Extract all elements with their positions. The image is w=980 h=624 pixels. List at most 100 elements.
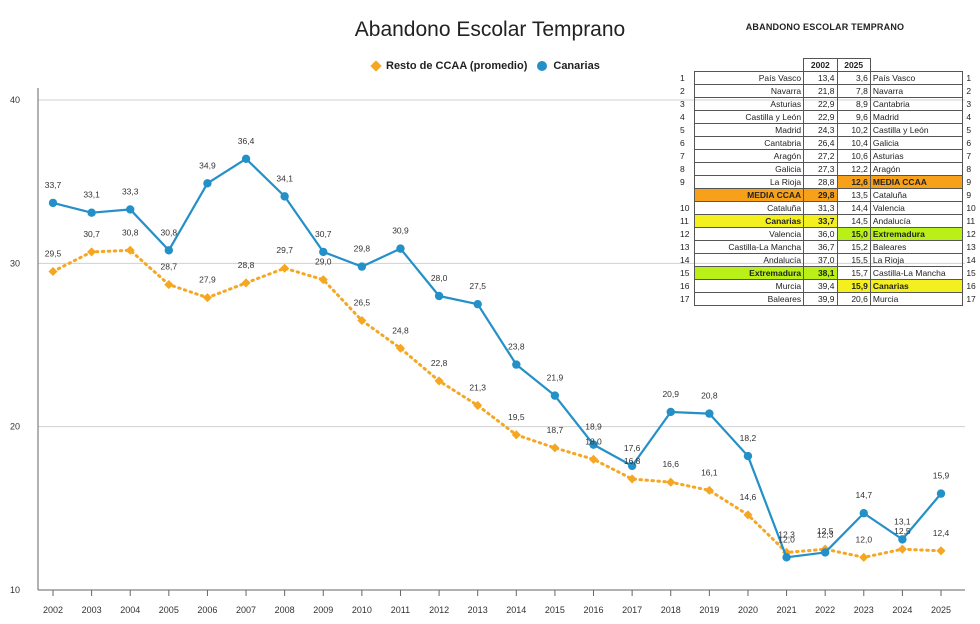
data-point-canarias: [473, 299, 482, 309]
data-point-canarias: [48, 198, 58, 208]
rank-left: 15: [680, 268, 690, 278]
data-point-canarias: [589, 440, 598, 449]
rank-left: 17: [680, 294, 690, 304]
x-tick-label: 2003: [82, 605, 102, 615]
region-2002: La Rioja: [693, 175, 805, 189]
data-point-canarias: [87, 208, 96, 217]
table-row: 16 Murcia 39,4 15,9 Canarias 16: [678, 279, 980, 293]
legend: Resto de CCAA (promedio) Canarias: [370, 60, 600, 72]
region-2025: Valencia: [869, 201, 964, 215]
x-tick-label: 2012: [429, 605, 449, 615]
axes: 10 20 30 40 2002 2003 2004 2005 2006 2007 2008 2009…: [10, 88, 951, 615]
data-point-resto: [202, 293, 212, 303]
data-label: 20,8: [701, 391, 718, 401]
region-2025: Andalucía: [869, 214, 964, 228]
region-2002: Aragón: [693, 149, 805, 163]
value-2002: 36,0: [803, 227, 838, 241]
region-2025: Navarra: [869, 84, 964, 98]
data-label: 33,3: [122, 186, 139, 196]
rank-right: 12: [966, 229, 976, 239]
data-label: 22,8: [431, 358, 448, 368]
y-tick-label: 20: [10, 422, 20, 432]
data-label: 27,5: [469, 281, 486, 291]
table-row: 7 Aragón 27,2 10,6 Asturias 7: [678, 149, 980, 163]
value-2025: 15,5: [836, 253, 871, 267]
value-2002: 33,7: [803, 214, 838, 228]
data-point-resto: [897, 544, 907, 554]
x-tick-label: 2014: [506, 605, 526, 615]
x-tick-label: 2011: [391, 605, 410, 615]
data-label: 18,7: [547, 425, 564, 435]
data-point-canarias: [319, 247, 328, 257]
data-label: 12,5: [817, 526, 834, 536]
data-point-canarias: [164, 246, 174, 255]
value-2025: 15,7: [836, 266, 871, 280]
data-label: 33,7: [45, 180, 62, 190]
table-row: 15 Extremadura 38,1 15,7 Castilla-La Mancha 1…: [678, 266, 980, 280]
series-line-canarias: [51, 157, 943, 559]
value-2025: 7,8: [836, 84, 871, 98]
data-label: 28,0: [431, 273, 448, 283]
data-point-resto: [164, 280, 174, 290]
value-2002: 36,7: [803, 240, 838, 254]
table-title: ABANDONO ESCOLAR TEMPRANO: [745, 22, 905, 32]
data-point-resto: [550, 443, 560, 453]
legend-item-canarias[interactable]: Canarias: [537, 60, 600, 72]
table-row: 5 Madrid 24,3 10,2 Castilla y León 5: [678, 123, 980, 137]
rank-left: [678, 189, 694, 202]
table-row: 14 Andalucía 37,0 15,5 La Rioja 14: [678, 253, 980, 267]
data-point-canarias: [705, 409, 714, 418]
x-tick-label: 2025: [931, 605, 951, 615]
x-tick-label: 2023: [854, 605, 874, 615]
data-point-canarias: [550, 391, 560, 400]
circle-marker-icon: [537, 61, 548, 71]
region-2025: Castilla y León: [869, 123, 964, 137]
data-point-canarias: [357, 262, 367, 271]
rank-right: 17: [966, 294, 976, 304]
rank-left: 1: [680, 73, 685, 83]
data-label: 24,8: [392, 325, 409, 335]
region-2002: Baleares: [693, 292, 805, 306]
data-point-canarias: [782, 553, 791, 562]
data-label: 12,0: [856, 534, 873, 544]
value-2002: 26,4: [803, 136, 838, 150]
data-label: 16,6: [662, 459, 679, 469]
data-label: 30,9: [392, 226, 409, 236]
data-label: 18,2: [740, 433, 757, 443]
data-point-canarias: [512, 360, 521, 369]
rank-right: 2: [966, 86, 972, 96]
table-row: 11 Canarias 33,7 14,5 Andalucía 11: [678, 214, 980, 228]
data-point-resto: [87, 247, 97, 257]
x-tick-label: 2007: [236, 605, 256, 615]
region-2025: Asturias: [869, 149, 964, 163]
value-2025: 10,6: [836, 149, 871, 163]
region-2025: Cataluña: [869, 188, 964, 202]
rank-left: 8: [680, 164, 685, 174]
region-2002: Cantabria: [693, 136, 805, 150]
rank-left: 11: [680, 216, 689, 226]
chart-title: Abandono Escolar Temprano: [354, 18, 626, 41]
rank-right: 6: [966, 138, 972, 148]
region-2002: Navarra: [693, 84, 805, 98]
rank-right: 9: [966, 177, 972, 187]
x-tick-label: 2010: [352, 605, 372, 615]
legend-item-resto[interactable]: Resto de CCAA (promedio): [370, 60, 528, 72]
data-label: 23,8: [508, 342, 525, 352]
table-row: 2 Navarra 21,8 7,8 Navarra 2: [678, 84, 980, 98]
value-2002: 22,9: [803, 110, 838, 124]
value-2025: 10,2: [836, 123, 871, 137]
y-tick-label: 10: [10, 585, 20, 595]
data-label: 17,6: [624, 443, 641, 453]
legend-label-resto: Resto de CCAA (promedio): [386, 60, 528, 72]
value-2002: 39,4: [803, 279, 838, 293]
value-2002: 21,8: [803, 84, 838, 98]
value-2025: 10,4: [836, 136, 871, 150]
data-label: 27,9: [199, 275, 216, 285]
table-row: 1 País Vasco 13,4 3,6 País Vasco 1: [678, 71, 980, 85]
region-2002: Andalucía: [693, 253, 805, 267]
rank-right: 13: [966, 242, 976, 252]
x-tick-label: 2020: [738, 605, 758, 615]
value-2002: 39,9: [803, 292, 838, 306]
data-label: 12,4: [933, 528, 950, 538]
